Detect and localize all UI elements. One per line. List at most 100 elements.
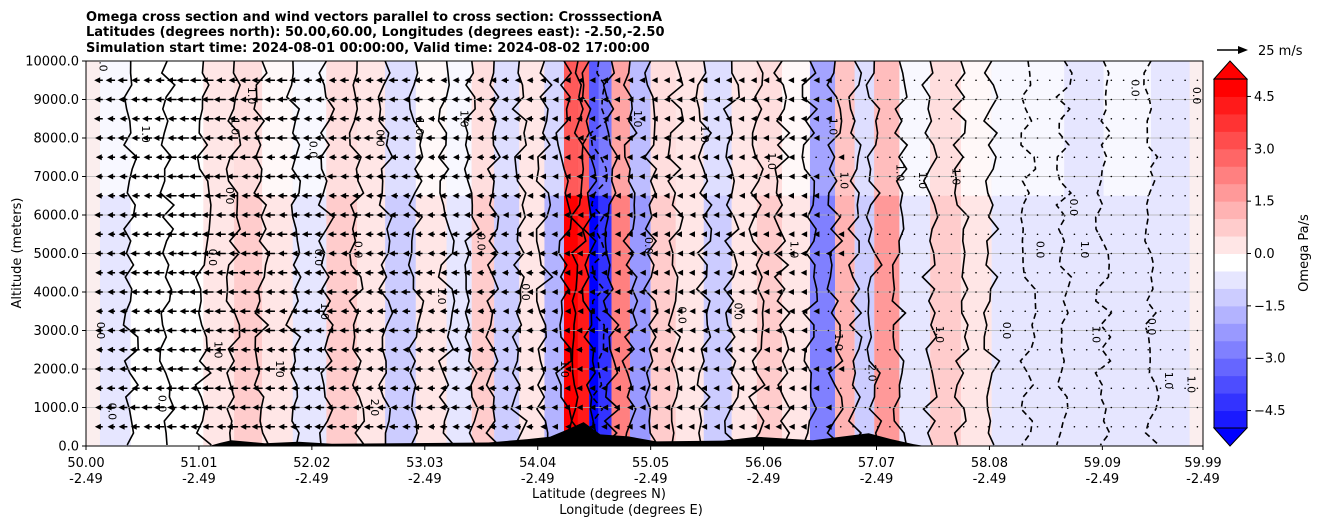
wind-vector-head (514, 308, 521, 315)
colorbar-band (1214, 288, 1247, 307)
wind-vector (166, 77, 177, 84)
wind-vector (564, 231, 571, 238)
wind-vector-head (215, 212, 222, 218)
wind-vector (827, 291, 830, 293)
wind-vector-head (130, 269, 137, 276)
wind-vector-head (614, 269, 621, 276)
contour-label: 1.0 (413, 118, 426, 136)
wind-vector (131, 77, 140, 84)
wind-vector (701, 115, 708, 122)
wind-vector (1159, 175, 1162, 178)
wind-vector (515, 212, 522, 218)
wind-vector (713, 212, 720, 218)
wind-vector (390, 346, 398, 353)
wind-vector (701, 250, 708, 257)
wind-vector (117, 77, 128, 84)
wind-vector (700, 231, 707, 238)
wind-vector (501, 77, 509, 84)
wind-vector-head (552, 366, 559, 372)
wind-vector-head (403, 231, 410, 238)
wind-vector (864, 329, 867, 332)
wind-vector (365, 250, 374, 257)
wind-vector (427, 96, 435, 103)
wind-vector (938, 271, 940, 274)
wind-vector (913, 79, 916, 82)
wind-vector-head (526, 423, 533, 430)
wind-vector-head (762, 269, 769, 276)
wind-vector (688, 366, 695, 372)
wind-vector (926, 310, 928, 313)
wind-vector (751, 308, 758, 315)
wind-vector (1061, 329, 1063, 332)
wind-vector-head (130, 366, 137, 372)
wind-vector-head (551, 115, 558, 122)
wind-vector (427, 154, 435, 161)
wind-vector (489, 231, 497, 238)
wind-vector (402, 327, 411, 334)
wind-vector (190, 385, 202, 392)
wind-vector-head (688, 173, 695, 180)
wind-vector (1147, 156, 1150, 159)
wind-vector-head (714, 346, 721, 353)
wind-vector (365, 289, 374, 295)
wind-vector-head (315, 327, 322, 334)
wind-vector (1159, 252, 1162, 255)
wind-vector (303, 423, 312, 430)
wind-vector (315, 192, 325, 199)
wind-vector (639, 135, 646, 141)
wind-vector (176, 77, 189, 84)
wind-vector (839, 214, 842, 216)
wind-vector (189, 327, 202, 334)
wind-vector (775, 231, 782, 238)
wind-vector-head (352, 154, 359, 161)
omega-band-upper (874, 61, 900, 196)
wind-vector-head (251, 250, 258, 257)
wind-vector (776, 308, 783, 315)
wind-vector (1172, 406, 1174, 409)
contour-label: 2.0 (368, 399, 381, 417)
wind-vector (276, 231, 288, 238)
wind-vector-head (513, 173, 520, 180)
wind-vector (676, 115, 683, 122)
wind-vector (1049, 387, 1051, 390)
wind-vector (1061, 252, 1063, 255)
wind-vector-head (131, 135, 138, 141)
wind-vector-head (401, 173, 408, 180)
wind-vector-head (339, 115, 346, 122)
wind-vector-head (326, 173, 333, 180)
wind-vector-head (601, 173, 608, 180)
wind-vector (876, 175, 879, 178)
wind-vector-head (390, 115, 397, 122)
wind-vector (663, 308, 670, 315)
wind-vector-head (713, 404, 720, 411)
wind-vector (1073, 348, 1076, 351)
wind-vector (514, 423, 521, 430)
wind-vector (203, 366, 214, 372)
colorbar-label: Omega Pa/s (1297, 214, 1312, 292)
wind-vector (975, 252, 977, 255)
wind-vector (1098, 425, 1100, 428)
wind-vector-head (738, 308, 745, 315)
wind-vector-head (166, 346, 173, 353)
wind-vector-head (228, 77, 235, 84)
wind-vector (788, 269, 795, 276)
wind-vector (825, 96, 832, 103)
wind-vector-head (788, 269, 795, 276)
wind-vector-head (190, 385, 197, 392)
wind-vector-head (763, 115, 770, 122)
wind-vector-head (107, 192, 114, 199)
wind-vector-head (179, 308, 186, 315)
wind-vector (864, 291, 867, 293)
wind-vector (701, 269, 708, 276)
wind-vector-head (550, 135, 557, 141)
omega-band-upper (960, 61, 992, 196)
wind-vector (962, 137, 965, 139)
wind-vector-head (178, 269, 185, 276)
wind-vector-head (538, 135, 545, 141)
wind-vector (463, 346, 472, 353)
wind-vector (314, 269, 325, 276)
wind-vector (1135, 310, 1137, 313)
wind-vector-head (501, 96, 508, 103)
colorbar-band (1214, 96, 1247, 115)
wind-vector (1073, 156, 1076, 159)
